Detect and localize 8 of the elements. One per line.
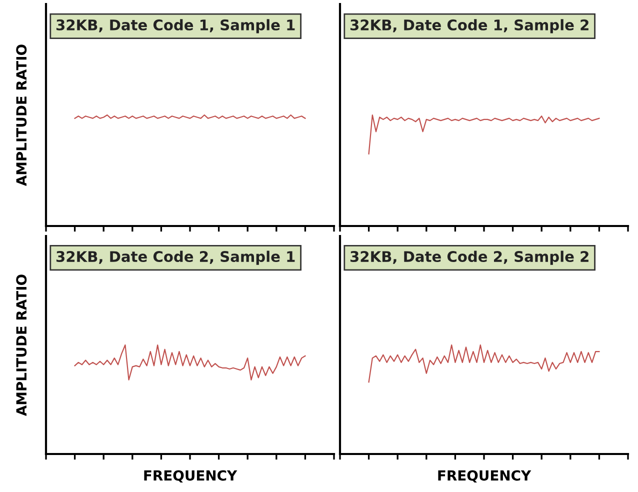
y-axis-title: AMPLITUDE RATIO	[16, 44, 27, 186]
x-axis-title: FREQUENCY	[438, 470, 532, 483]
chart-title: 32KB, Date Code 2, Sample 1	[56, 250, 295, 265]
chart-title: 32KB, Date Code 1, Sample 1	[56, 19, 295, 34]
x-axis-title: FREQUENCY	[144, 470, 238, 483]
chart-title: 32KB, Date Code 2, Sample 2	[350, 250, 588, 265]
y-axis-title: AMPLITUDE RATIO	[16, 274, 27, 416]
chart-title: 32KB, Date Code 1, Sample 2	[350, 19, 588, 34]
